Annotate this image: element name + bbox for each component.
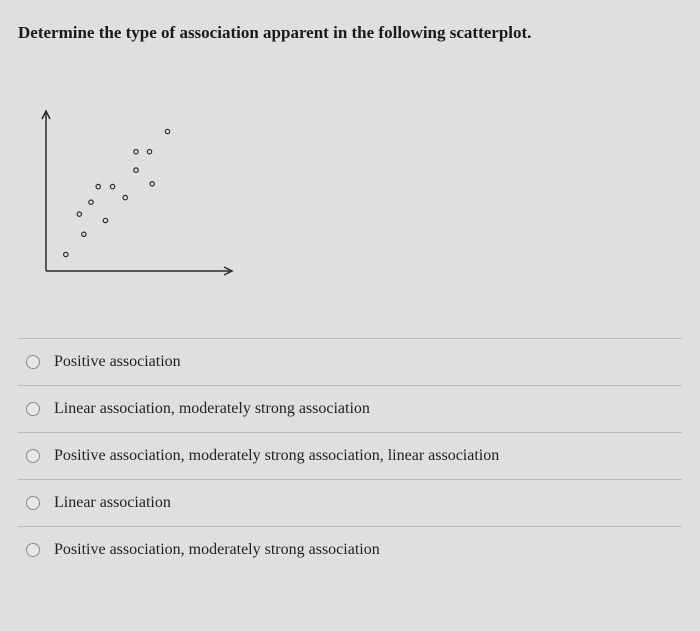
option-row[interactable]: Positive association, moderately strong … [18,526,682,573]
option-row[interactable]: Linear association, moderately strong as… [18,385,682,432]
radio-icon[interactable] [26,543,40,557]
option-label: Positive association [54,353,181,371]
option-label: Linear association, moderately strong as… [54,400,370,418]
option-row[interactable]: Positive association [18,338,682,385]
option-label: Linear association [54,494,171,512]
radio-icon[interactable] [26,496,40,510]
question-title: Determine the type of association appare… [18,22,682,45]
option-label: Positive association, moderately strong … [54,447,499,465]
scatterplot [28,105,682,290]
option-row[interactable]: Linear association [18,479,682,526]
radio-icon[interactable] [26,449,40,463]
radio-icon[interactable] [26,355,40,369]
options-list: Positive association Linear association,… [18,338,682,573]
option-label: Positive association, moderately strong … [54,541,380,559]
option-row[interactable]: Positive association, moderately strong … [18,432,682,479]
radio-icon[interactable] [26,402,40,416]
scatterplot-svg [28,105,238,285]
